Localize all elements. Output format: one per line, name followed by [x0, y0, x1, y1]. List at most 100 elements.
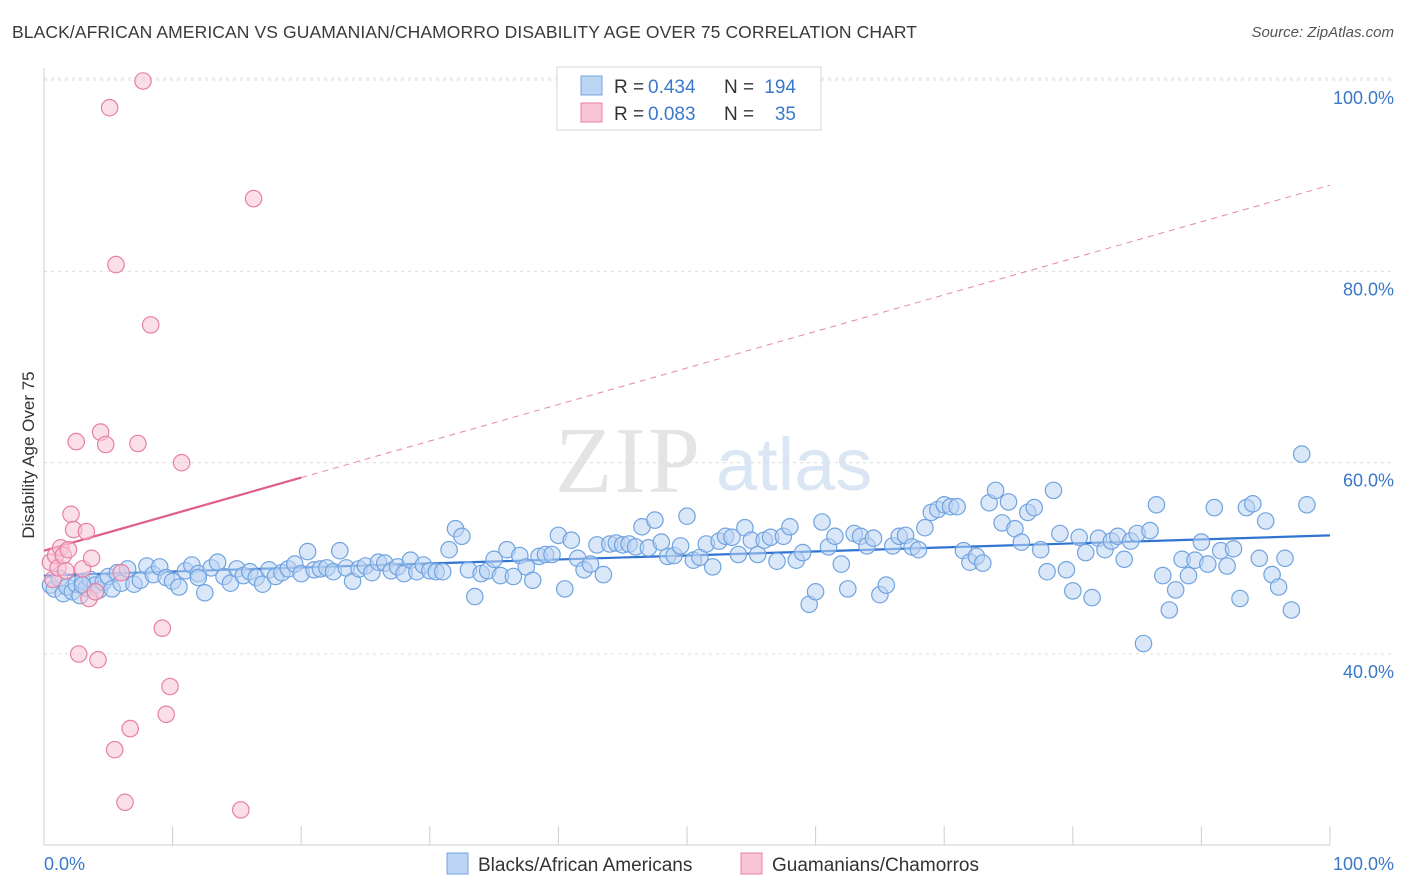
legend-n-value-2: 35 — [775, 104, 796, 125]
point-0-179 — [1154, 566, 1172, 585]
point-0-113 — [729, 545, 748, 564]
point-1-10 — [67, 432, 85, 451]
point-1-28 — [141, 316, 160, 334]
point-0-159 — [1025, 498, 1043, 517]
point-0-121 — [781, 517, 799, 536]
point-0-195 — [1256, 512, 1275, 530]
point-0-190 — [1224, 539, 1243, 558]
point-1-29 — [153, 619, 172, 637]
point-0-191 — [1231, 589, 1249, 608]
point-0-142 — [916, 518, 934, 537]
point-0-162 — [1044, 481, 1063, 500]
point-0-26 — [170, 578, 188, 596]
bottom-legend-label-blue: Blacks/African Americans — [478, 855, 692, 876]
point-0-176 — [1134, 634, 1153, 653]
point-0-166 — [1070, 528, 1088, 547]
point-1-26 — [129, 434, 147, 453]
legend-n-label-2: N = — [724, 104, 759, 125]
point-0-92 — [594, 565, 613, 584]
legend-r-label-1: R = — [614, 77, 649, 98]
point-0-185 — [1192, 533, 1211, 551]
point-0-200 — [1292, 445, 1311, 463]
point-1-20 — [100, 98, 119, 117]
bottom-legend-swatch-pink — [740, 852, 763, 875]
point-0-39 — [253, 575, 272, 593]
legend-r-label-2: R = — [614, 104, 649, 125]
point-0-199 — [1282, 601, 1301, 619]
point-0-84 — [543, 545, 561, 564]
point-0-67 — [433, 562, 452, 581]
point-0-198 — [1276, 549, 1294, 568]
point-0-72 — [465, 587, 484, 606]
point-1-11 — [69, 645, 88, 663]
point-0-183 — [1179, 566, 1198, 585]
series-guamanians — [41, 72, 263, 819]
point-0-141 — [909, 540, 928, 559]
point-0-189 — [1218, 557, 1236, 575]
watermark-zip: ZIP — [555, 409, 702, 513]
point-1-27 — [134, 72, 152, 90]
point-0-30 — [196, 583, 214, 602]
axes — [43, 68, 1331, 846]
legend-n-label-1: N = — [724, 77, 759, 98]
point-0-86 — [555, 580, 574, 598]
point-0-104 — [671, 537, 690, 555]
point-1-34 — [244, 189, 263, 208]
point-0-165 — [1064, 582, 1082, 600]
point-0-160 — [1031, 540, 1050, 559]
point-0-100 — [646, 511, 664, 529]
point-1-33 — [232, 801, 250, 819]
point-1-21 — [105, 740, 124, 759]
point-0-203 — [189, 568, 208, 587]
point-1-32 — [172, 453, 191, 472]
point-1-31 — [161, 677, 179, 696]
y-tick-label-60: 60.0% — [1343, 471, 1394, 491]
point-0-128 — [826, 527, 844, 546]
point-0-161 — [1038, 562, 1056, 581]
point-0-155 — [999, 493, 1018, 511]
point-0-75 — [485, 550, 503, 569]
point-0-123 — [793, 543, 812, 562]
point-0-125 — [806, 582, 825, 601]
point-0-90 — [581, 555, 600, 573]
trend-line-solid-1 — [43, 476, 302, 552]
y-tick-label-100: 100.0% — [1333, 88, 1394, 108]
point-0-193 — [1244, 494, 1262, 513]
y-axis-title: Disability Age Over 75 — [19, 371, 38, 538]
point-0-163 — [1051, 524, 1069, 543]
point-0-194 — [1250, 549, 1269, 568]
x-tick-label-right: 100.0% — [1333, 854, 1394, 874]
point-1-7 — [59, 540, 78, 559]
point-0-68 — [440, 540, 458, 559]
point-1-25 — [121, 719, 139, 738]
point-0-136 — [877, 576, 896, 594]
point-0-181 — [1166, 581, 1185, 599]
point-0-151 — [973, 554, 992, 572]
bottom-legend-label-pink: Guamanians/Chamorros — [772, 855, 979, 876]
point-1-16 — [86, 582, 105, 601]
y-tick-label-80: 80.0% — [1343, 279, 1394, 299]
chart-title: BLACK/AFRICAN AMERICAN VS GUAMANIAN/CHAM… — [12, 22, 918, 42]
point-0-178 — [1147, 495, 1166, 514]
source-label: Source: ZipAtlas.com — [1251, 24, 1394, 41]
point-0-187 — [1205, 498, 1224, 517]
point-1-30 — [157, 705, 175, 724]
point-0-180 — [1160, 601, 1179, 619]
point-0-147 — [948, 497, 966, 516]
point-0-46 — [298, 542, 317, 561]
point-0-197 — [1269, 578, 1288, 596]
point-0-116 — [748, 545, 767, 564]
point-0-177 — [1141, 521, 1159, 540]
point-0-201 — [1298, 495, 1316, 514]
point-0-112 — [723, 528, 741, 547]
point-0-109 — [703, 558, 722, 576]
point-1-13 — [77, 522, 96, 541]
point-0-167 — [1076, 543, 1095, 562]
point-0-130 — [838, 580, 857, 598]
data-points — [41, 72, 1316, 819]
point-0-168 — [1083, 588, 1101, 607]
point-0-34 — [221, 574, 240, 592]
point-0-129 — [832, 555, 851, 573]
point-0-119 — [768, 552, 786, 570]
legend-n-value-1: 194 — [764, 77, 796, 98]
